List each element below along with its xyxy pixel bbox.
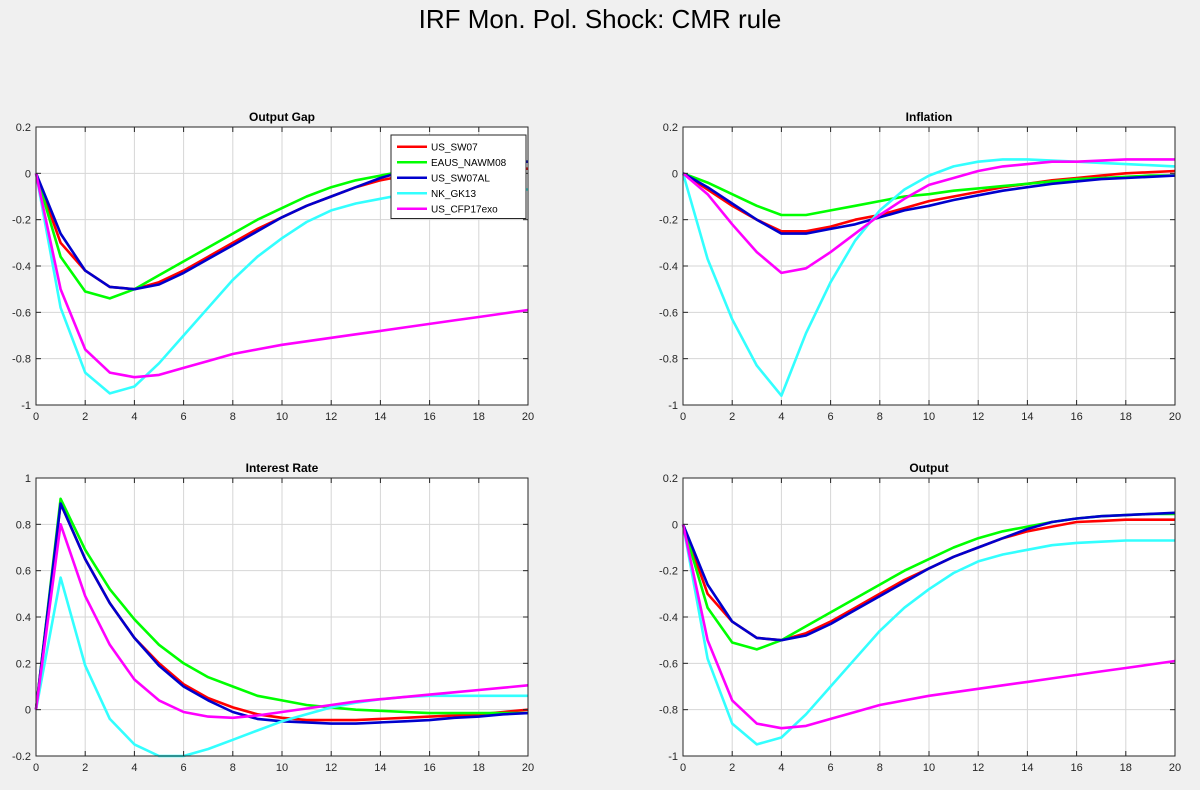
y-tick-label: -0.6	[12, 307, 31, 319]
series-line-us_cfp17exo	[34, 173, 529, 379]
x-tick-label: 20	[1169, 762, 1181, 774]
x-tick-label: 4	[778, 411, 784, 423]
x-tick-label: 10	[276, 411, 288, 423]
axes-2: 0 2 4 6 8 10 12 14 16 18 20 -1 -0.8 -0.6 -0.4 -0.2 0 0.2 I…	[659, 110, 1181, 423]
series-line-nk_gk13	[681, 158, 1176, 398]
y-tick-label: -0.2	[659, 566, 678, 578]
legend: US_SW07 EAUS_NAWM08 US_SW07AL NK_GK13 US_CFP…	[390, 134, 527, 219]
y-tick-label: -0.8	[659, 705, 678, 717]
y-tick-label: -0.4	[659, 612, 678, 624]
y-tick-label: 1	[25, 473, 31, 485]
series-line-eaus_nawm08	[682, 172, 1175, 217]
x-tick-label: 0	[33, 762, 39, 774]
axes-title: Inflation	[906, 110, 953, 124]
figure-title: IRF Mon. Pol. Shock: CMR rule	[418, 4, 782, 34]
x-tick-label: 6	[828, 411, 834, 423]
series-line-us_sw07al	[682, 172, 1176, 235]
x-tick-label: 18	[473, 411, 485, 423]
x-tick-label: 18	[1120, 762, 1132, 774]
series-line-us_sw07al	[681, 511, 1176, 642]
x-tick-label: 4	[131, 762, 137, 774]
series-line-nk_gk13	[34, 576, 528, 758]
x-tick-label: 18	[473, 762, 485, 774]
y-tick-label: 0.2	[16, 122, 31, 134]
x-tick-label: 8	[877, 762, 883, 774]
y-tick-label: 0.6	[16, 566, 31, 578]
x-tick-label: 0	[680, 411, 686, 423]
legend-label: US_CFP17exo	[431, 204, 498, 215]
x-tick-label: 10	[923, 762, 935, 774]
y-tick-label: 0	[25, 705, 31, 717]
y-tick-label: -0.2	[12, 215, 31, 227]
x-tick-label: 6	[181, 411, 187, 423]
x-tick-label: 14	[1021, 411, 1033, 423]
series-line-us_cfp17exo	[682, 158, 1175, 275]
series-line-us_cfp17exo	[34, 522, 529, 720]
x-tick-label: 20	[522, 411, 534, 423]
y-tick-label: -0.4	[12, 261, 31, 273]
x-tick-label: 20	[522, 762, 534, 774]
y-tick-label: 0.4	[16, 612, 31, 624]
x-tick-label: 2	[729, 411, 735, 423]
x-tick-label: 10	[276, 762, 288, 774]
axes-3: 0 2 4 6 8 10 12 14 16 18 20-0.200.20.40.60.81Inter…	[12, 461, 534, 774]
axes-4: 0 2 4 6 8 10 12 14 16 18 20 -1 -0.8 -0.6 -0.4 -0.2 0 0.2 O…	[659, 461, 1181, 774]
x-tick-label: 6	[181, 762, 187, 774]
x-tick-label: 12	[325, 762, 337, 774]
x-tick-label: 10	[923, 411, 935, 423]
x-tick-label: 14	[374, 762, 386, 774]
series-line-nk_gk13	[681, 524, 1175, 746]
x-tick-label: 2	[82, 762, 88, 774]
series-line-us_cfp17exo	[681, 524, 1176, 730]
y-tick-label: -0.2	[12, 751, 31, 763]
x-tick-label: 4	[778, 762, 784, 774]
x-tick-label: 2	[729, 762, 735, 774]
x-tick-label: 6	[828, 762, 834, 774]
x-tick-label: 8	[230, 411, 236, 423]
x-tick-label: 0	[33, 411, 39, 423]
y-tick-label: 0.2	[663, 473, 678, 485]
x-tick-label: 2	[82, 411, 88, 423]
x-tick-label: 12	[972, 411, 984, 423]
x-tick-label: 14	[374, 411, 386, 423]
y-tick-label: -0.4	[659, 261, 678, 273]
x-tick-label: 16	[423, 411, 435, 423]
x-tick-label: 8	[877, 411, 883, 423]
y-tick-label: -0.8	[659, 354, 678, 366]
x-tick-label: 20	[1169, 411, 1181, 423]
series-line-eaus_nawm08	[34, 497, 528, 715]
axes-title: Interest Rate	[246, 461, 319, 475]
legend-label: US_SW07	[431, 142, 478, 153]
y-tick-label: -1	[668, 400, 678, 412]
legend-label: US_SW07AL	[431, 173, 490, 184]
x-tick-label: 14	[1021, 762, 1033, 774]
axes-title: Output Gap	[249, 110, 315, 124]
x-tick-label: 16	[423, 762, 435, 774]
y-tick-label: -0.2	[659, 215, 678, 227]
legend-label: NK_GK13	[431, 189, 476, 200]
y-tick-label: -1	[21, 400, 31, 412]
x-tick-label: 16	[1070, 762, 1082, 774]
x-tick-label: 12	[972, 762, 984, 774]
x-tick-label: 4	[131, 411, 137, 423]
y-tick-label: 0	[672, 519, 678, 531]
y-tick-label: 0.2	[16, 658, 31, 670]
y-tick-label: 0	[25, 168, 31, 180]
y-tick-label: 0.2	[663, 122, 678, 134]
y-tick-label: -1	[668, 751, 678, 763]
y-tick-label: -0.6	[659, 658, 678, 670]
x-tick-label: 12	[325, 411, 337, 423]
x-tick-label: 18	[1120, 411, 1132, 423]
y-tick-label: 0.8	[16, 519, 31, 531]
x-tick-label: 16	[1070, 411, 1082, 423]
y-tick-label: -0.8	[12, 354, 31, 366]
x-tick-label: 0	[680, 762, 686, 774]
axes-title: Output	[909, 461, 948, 475]
legend-label: EAUS_NAWM08	[431, 158, 507, 169]
y-tick-label: -0.6	[659, 307, 678, 319]
y-tick-label: 0	[672, 168, 678, 180]
x-tick-label: 8	[230, 762, 236, 774]
